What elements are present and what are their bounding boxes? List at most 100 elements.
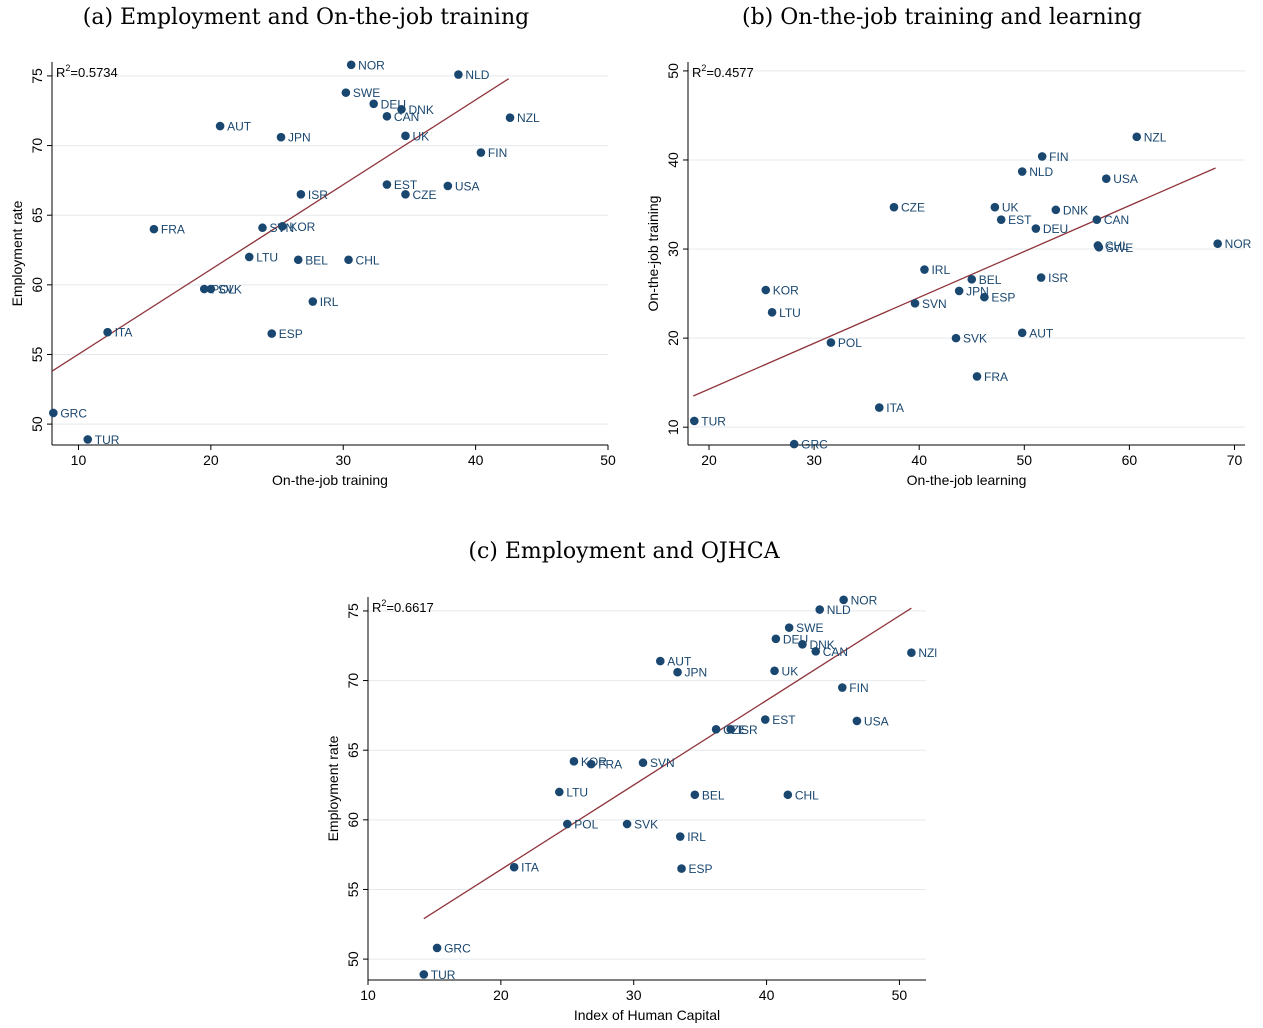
- y-tick-label: 20: [665, 330, 681, 346]
- point-label: FIN: [849, 681, 868, 695]
- point-label: NLD: [827, 603, 851, 617]
- point-label: JPN: [288, 131, 311, 145]
- y-axis-title: On-the-job training: [645, 196, 661, 312]
- data-point-tur: [690, 416, 699, 426]
- data-point-esp: [980, 292, 989, 302]
- point-label: ESP: [991, 291, 1015, 305]
- y-tick-label: 75: [29, 68, 45, 84]
- data-point-ltu: [555, 787, 564, 797]
- data-point-svn: [638, 758, 648, 768]
- data-point-ita: [874, 403, 884, 412]
- data-point-svk: [206, 284, 216, 294]
- data-point-swe: [784, 623, 794, 632]
- y-tick-label: 75: [345, 603, 361, 619]
- point-label: LTU: [256, 250, 278, 264]
- data-point-ita: [103, 327, 112, 337]
- point-label: CAN: [394, 110, 419, 124]
- panel-title: (c) Employment and OJHCA: [468, 539, 780, 564]
- y-tick-label: 50: [345, 951, 361, 967]
- point-label: CAN: [823, 645, 848, 659]
- point-label: GRC: [60, 406, 87, 420]
- data-point-usa: [1101, 174, 1111, 183]
- point-label: KOR: [773, 284, 799, 298]
- y-tick-label: 40: [665, 152, 681, 168]
- point-label: FIN: [488, 146, 507, 160]
- point-label: IRL: [931, 263, 950, 277]
- data-point-kor: [278, 222, 287, 231]
- data-point-irl: [920, 265, 929, 274]
- point-label: BEL: [979, 273, 1002, 287]
- panel-title: (a) Employment and On-the-job training: [83, 5, 529, 30]
- data-point-aut: [655, 656, 665, 666]
- x-tick-label: 20: [701, 452, 717, 468]
- x-tick-label: 40: [911, 452, 927, 468]
- data-point-esp: [677, 864, 686, 873]
- data-point-cze: [401, 190, 410, 199]
- point-label: POL: [574, 818, 598, 832]
- data-point-nld: [815, 605, 825, 614]
- point-label: SVK: [218, 283, 242, 297]
- point-label: CZE: [412, 188, 436, 202]
- y-tick-label: 65: [29, 207, 45, 223]
- point-label: SWE: [796, 621, 823, 635]
- data-point-irl: [308, 297, 318, 306]
- data-point-svn: [910, 299, 920, 308]
- x-tick-label: 10: [71, 452, 87, 468]
- data-point-dnk: [1051, 205, 1061, 215]
- x-axis-title: Index of Human Capital: [574, 1007, 720, 1023]
- y-tick-label: 70: [29, 138, 45, 154]
- data-point-nld: [454, 70, 463, 79]
- point-label: ITA: [886, 401, 904, 415]
- data-point-ltu: [767, 307, 777, 317]
- x-axis-title: On-the-job training: [272, 472, 388, 488]
- data-point-uk: [401, 131, 410, 141]
- data-point-aut: [215, 121, 225, 131]
- point-label: JPN: [685, 666, 708, 680]
- data-point-grc: [789, 439, 799, 449]
- point-label: TUR: [701, 414, 726, 428]
- data-point-ita: [509, 862, 519, 872]
- x-axis-title: On-the-job learning: [907, 472, 1027, 488]
- data-point-jpn: [276, 132, 286, 142]
- x-tick-label: 30: [806, 452, 822, 468]
- point-label: CHL: [1105, 239, 1129, 253]
- x-tick-label: 10: [360, 987, 376, 1003]
- point-label: POL: [211, 283, 235, 297]
- data-point-uk: [770, 666, 779, 676]
- data-point-tur: [419, 970, 429, 979]
- point-label: NOR: [358, 58, 385, 72]
- point-label: NOR: [851, 593, 878, 607]
- point-label: AUT: [1029, 326, 1054, 340]
- point-label: DNK: [408, 103, 433, 117]
- data-point-nld: [1017, 167, 1027, 176]
- y-tick-label: 55: [29, 346, 45, 362]
- y-tick-label: 30: [665, 241, 681, 257]
- point-label: EST: [1008, 213, 1032, 227]
- data-point-svk: [951, 333, 961, 343]
- y-tick-label: 50: [665, 63, 681, 79]
- data-point-pol: [199, 284, 209, 294]
- data-point-fin: [476, 148, 486, 157]
- point-label: AUT: [227, 120, 252, 134]
- data-point-jpn: [954, 286, 964, 296]
- x-tick-label: 50: [600, 452, 616, 468]
- point-label: USA: [1113, 172, 1138, 186]
- point-label: GRC: [801, 438, 828, 452]
- data-point-uk: [990, 202, 1000, 212]
- data-point-can: [382, 112, 392, 121]
- data-point-cze: [711, 725, 721, 734]
- point-label: NZL: [517, 111, 540, 125]
- x-tick-label: 50: [1017, 452, 1033, 468]
- y-tick-label: 70: [345, 673, 361, 689]
- data-point-isr: [296, 190, 306, 199]
- point-label: NLD: [1029, 165, 1053, 179]
- point-label: UK: [1002, 201, 1019, 215]
- point-label: CAN: [1104, 213, 1129, 227]
- point-label: AUT: [667, 655, 692, 669]
- data-point-fin: [838, 683, 847, 692]
- point-label: NOR: [1225, 237, 1252, 251]
- data-point-isr: [726, 725, 735, 734]
- data-point-deu: [369, 99, 378, 109]
- point-label: EST: [394, 178, 418, 192]
- point-label: ESP: [279, 327, 303, 341]
